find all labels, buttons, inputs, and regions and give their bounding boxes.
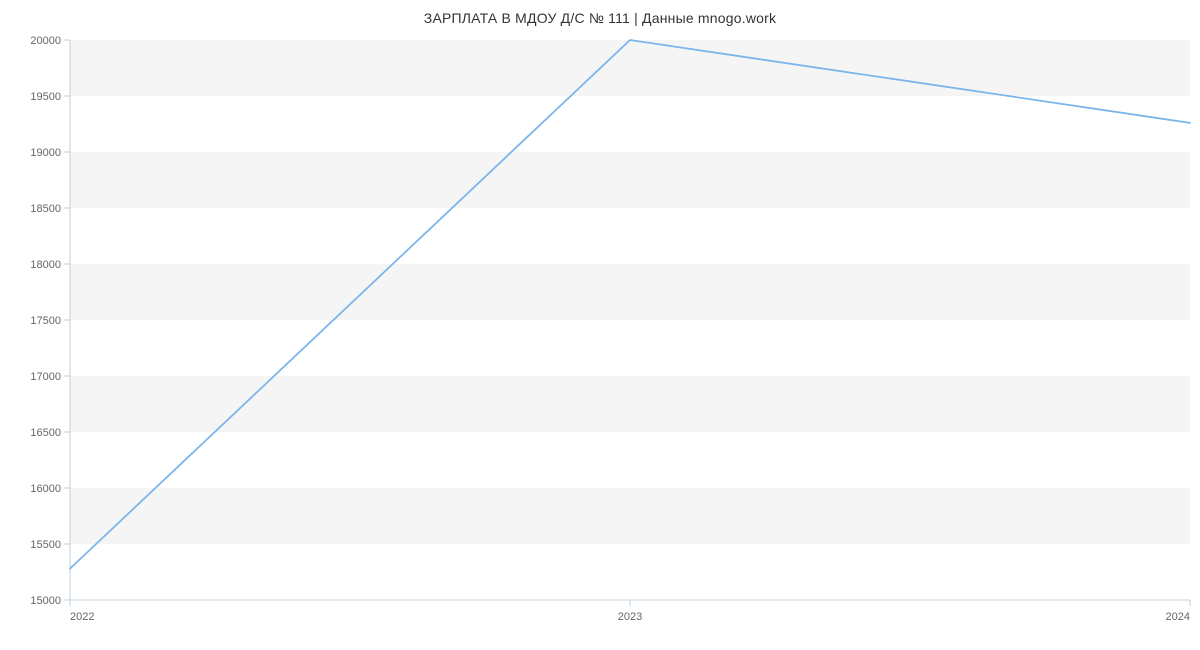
y-tick-label: 19000 — [30, 147, 61, 159]
y-tick-label: 20000 — [30, 35, 61, 47]
salary-chart: ЗАРПЛАТА В МДОУ Д/С № 111 | Данные mnogo… — [0, 0, 1200, 650]
grid-band — [70, 264, 1190, 320]
y-tick-label: 16000 — [30, 483, 61, 495]
x-tick-label: 2024 — [1166, 611, 1190, 623]
y-tick-label: 15000 — [30, 595, 61, 607]
y-tick-label: 18000 — [30, 259, 61, 271]
y-tick-label: 19500 — [30, 91, 61, 103]
x-tick-label: 2022 — [70, 611, 94, 623]
chart-title: ЗАРПЛАТА В МДОУ Д/С № 111 | Данные mnogo… — [0, 10, 1200, 26]
y-tick-label: 16500 — [30, 427, 61, 439]
grid-band — [70, 152, 1190, 208]
x-tick-label: 2023 — [618, 611, 642, 623]
y-tick-label: 17500 — [30, 315, 61, 327]
y-tick-label: 18500 — [30, 203, 61, 215]
grid-band — [70, 40, 1190, 96]
y-tick-label: 15500 — [30, 539, 61, 551]
grid-band — [70, 376, 1190, 432]
y-tick-label: 17000 — [30, 371, 61, 383]
grid-band — [70, 488, 1190, 544]
chart-svg: 15000 15500 16000 16500 17000 17500 18000 18500… — [0, 0, 1200, 650]
